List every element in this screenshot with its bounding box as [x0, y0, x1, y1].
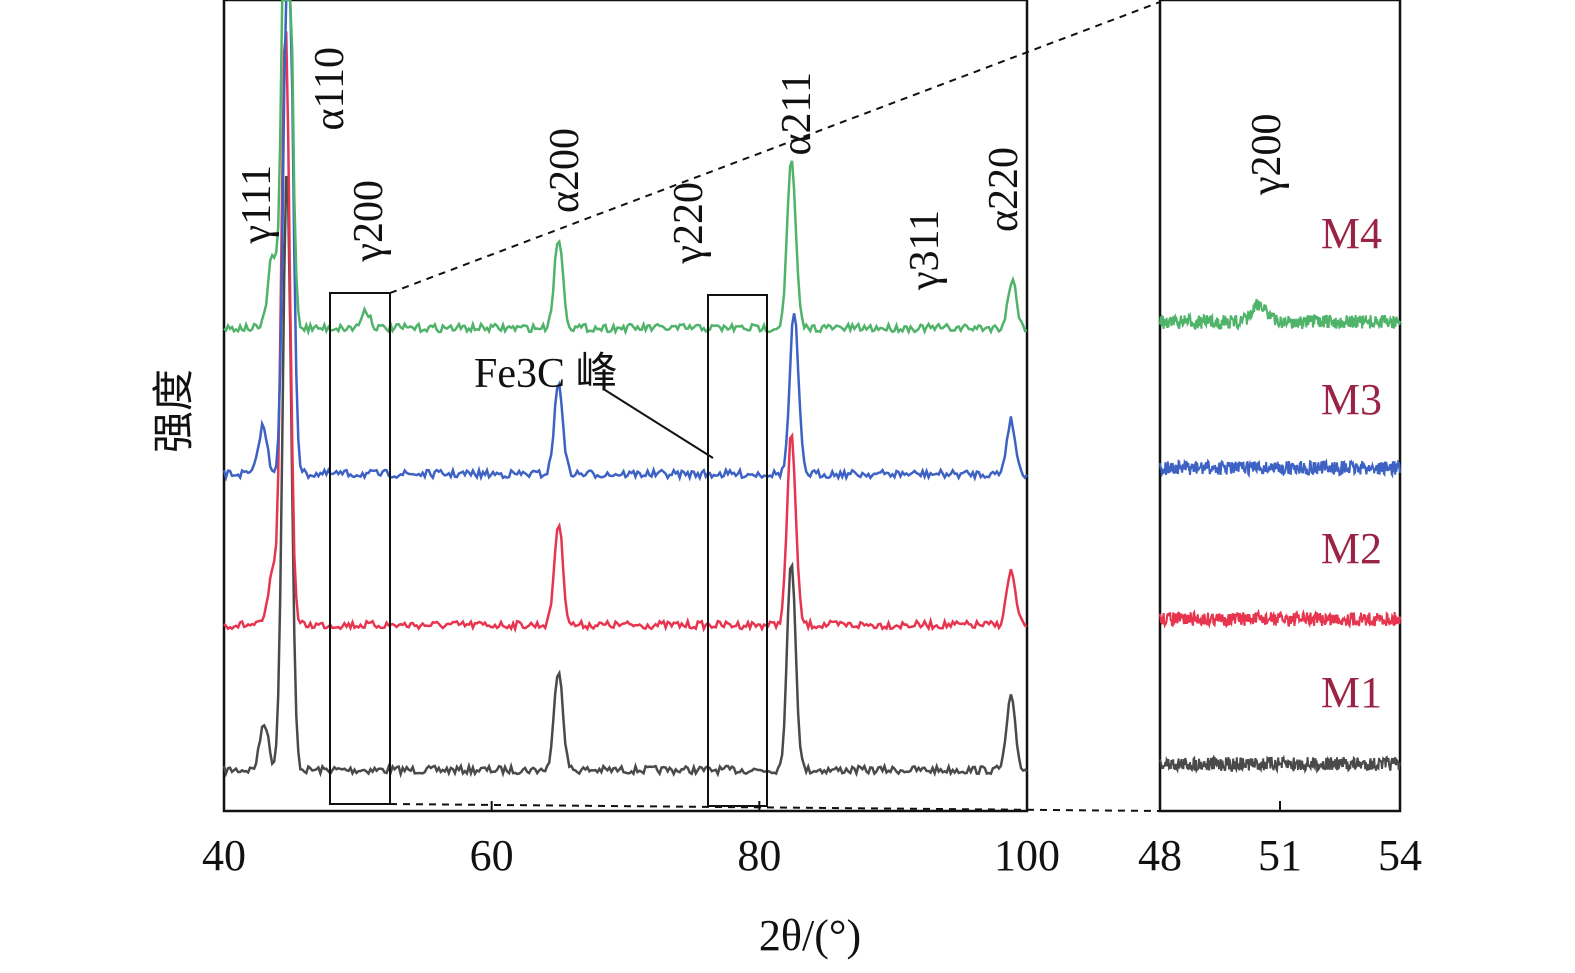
peak-label-α200: α200: [542, 128, 588, 213]
inset-traces: [1159, 298, 1401, 775]
x-axis-label: 2θ/(°): [759, 911, 861, 960]
main-tick-label-100: 100: [994, 831, 1060, 880]
peak-labels: γ111 α110 γ200 α200 γ220 α211 γ311 α220: [234, 47, 1027, 291]
inset-series-line-m2: [1159, 608, 1401, 629]
fe3c-annotation: Fe3C 峰: [474, 351, 618, 397]
main-tick-label-40: 40: [202, 831, 246, 880]
y-axis-label: 强度: [149, 369, 198, 453]
fe3c-annotation-leader: [604, 389, 714, 459]
gamma200-highlight-box: [329, 292, 391, 805]
peak-label-α110: α110: [307, 47, 353, 130]
sample-label-m2: M2: [1321, 524, 1382, 573]
peak-label-α220: α220: [981, 147, 1027, 232]
peak-label-γ220: γ220: [666, 182, 712, 265]
peak-label-γ111: γ111: [234, 165, 280, 244]
series-line-m3: [222, 0, 1029, 483]
inset-tick-label-48: 48: [1138, 831, 1182, 880]
zoom-connector-bottom: [389, 803, 1161, 812]
main-tick-label-60: 60: [470, 831, 514, 880]
inset-series-line-m1: [1159, 754, 1401, 775]
series-line-m1: [222, 175, 1028, 779]
inset-series-line-m4: [1159, 298, 1401, 331]
inset-series-line-m3: [1159, 458, 1401, 479]
inset-x-ticks: 48 51 54: [1138, 801, 1422, 880]
inset-tick-label-54: 54: [1378, 831, 1422, 880]
sample-label-m3: M3: [1321, 375, 1382, 424]
series-line-m4: [223, 0, 1028, 337]
peak-label-α211: α211: [774, 72, 820, 155]
peak-label-γ311: γ311: [902, 210, 948, 291]
peak-label-γ200: γ200: [346, 180, 392, 263]
inset-tick-label-51: 51: [1258, 831, 1302, 880]
sample-labels: M1 M2 M3 M4: [1321, 209, 1382, 717]
sample-label-m4: M4: [1321, 209, 1382, 258]
series-line-m2: [223, 31, 1028, 634]
main-traces: [222, 0, 1029, 779]
main-plot-frame: [222, 0, 1029, 813]
fe3c-highlight-box: [707, 294, 768, 807]
inset-peak-label: γ200: [1244, 113, 1290, 196]
sample-label-m1: M1: [1321, 668, 1382, 717]
main-x-ticks: 40 60 80 100: [202, 801, 1060, 880]
main-tick-label-80: 80: [737, 831, 781, 880]
